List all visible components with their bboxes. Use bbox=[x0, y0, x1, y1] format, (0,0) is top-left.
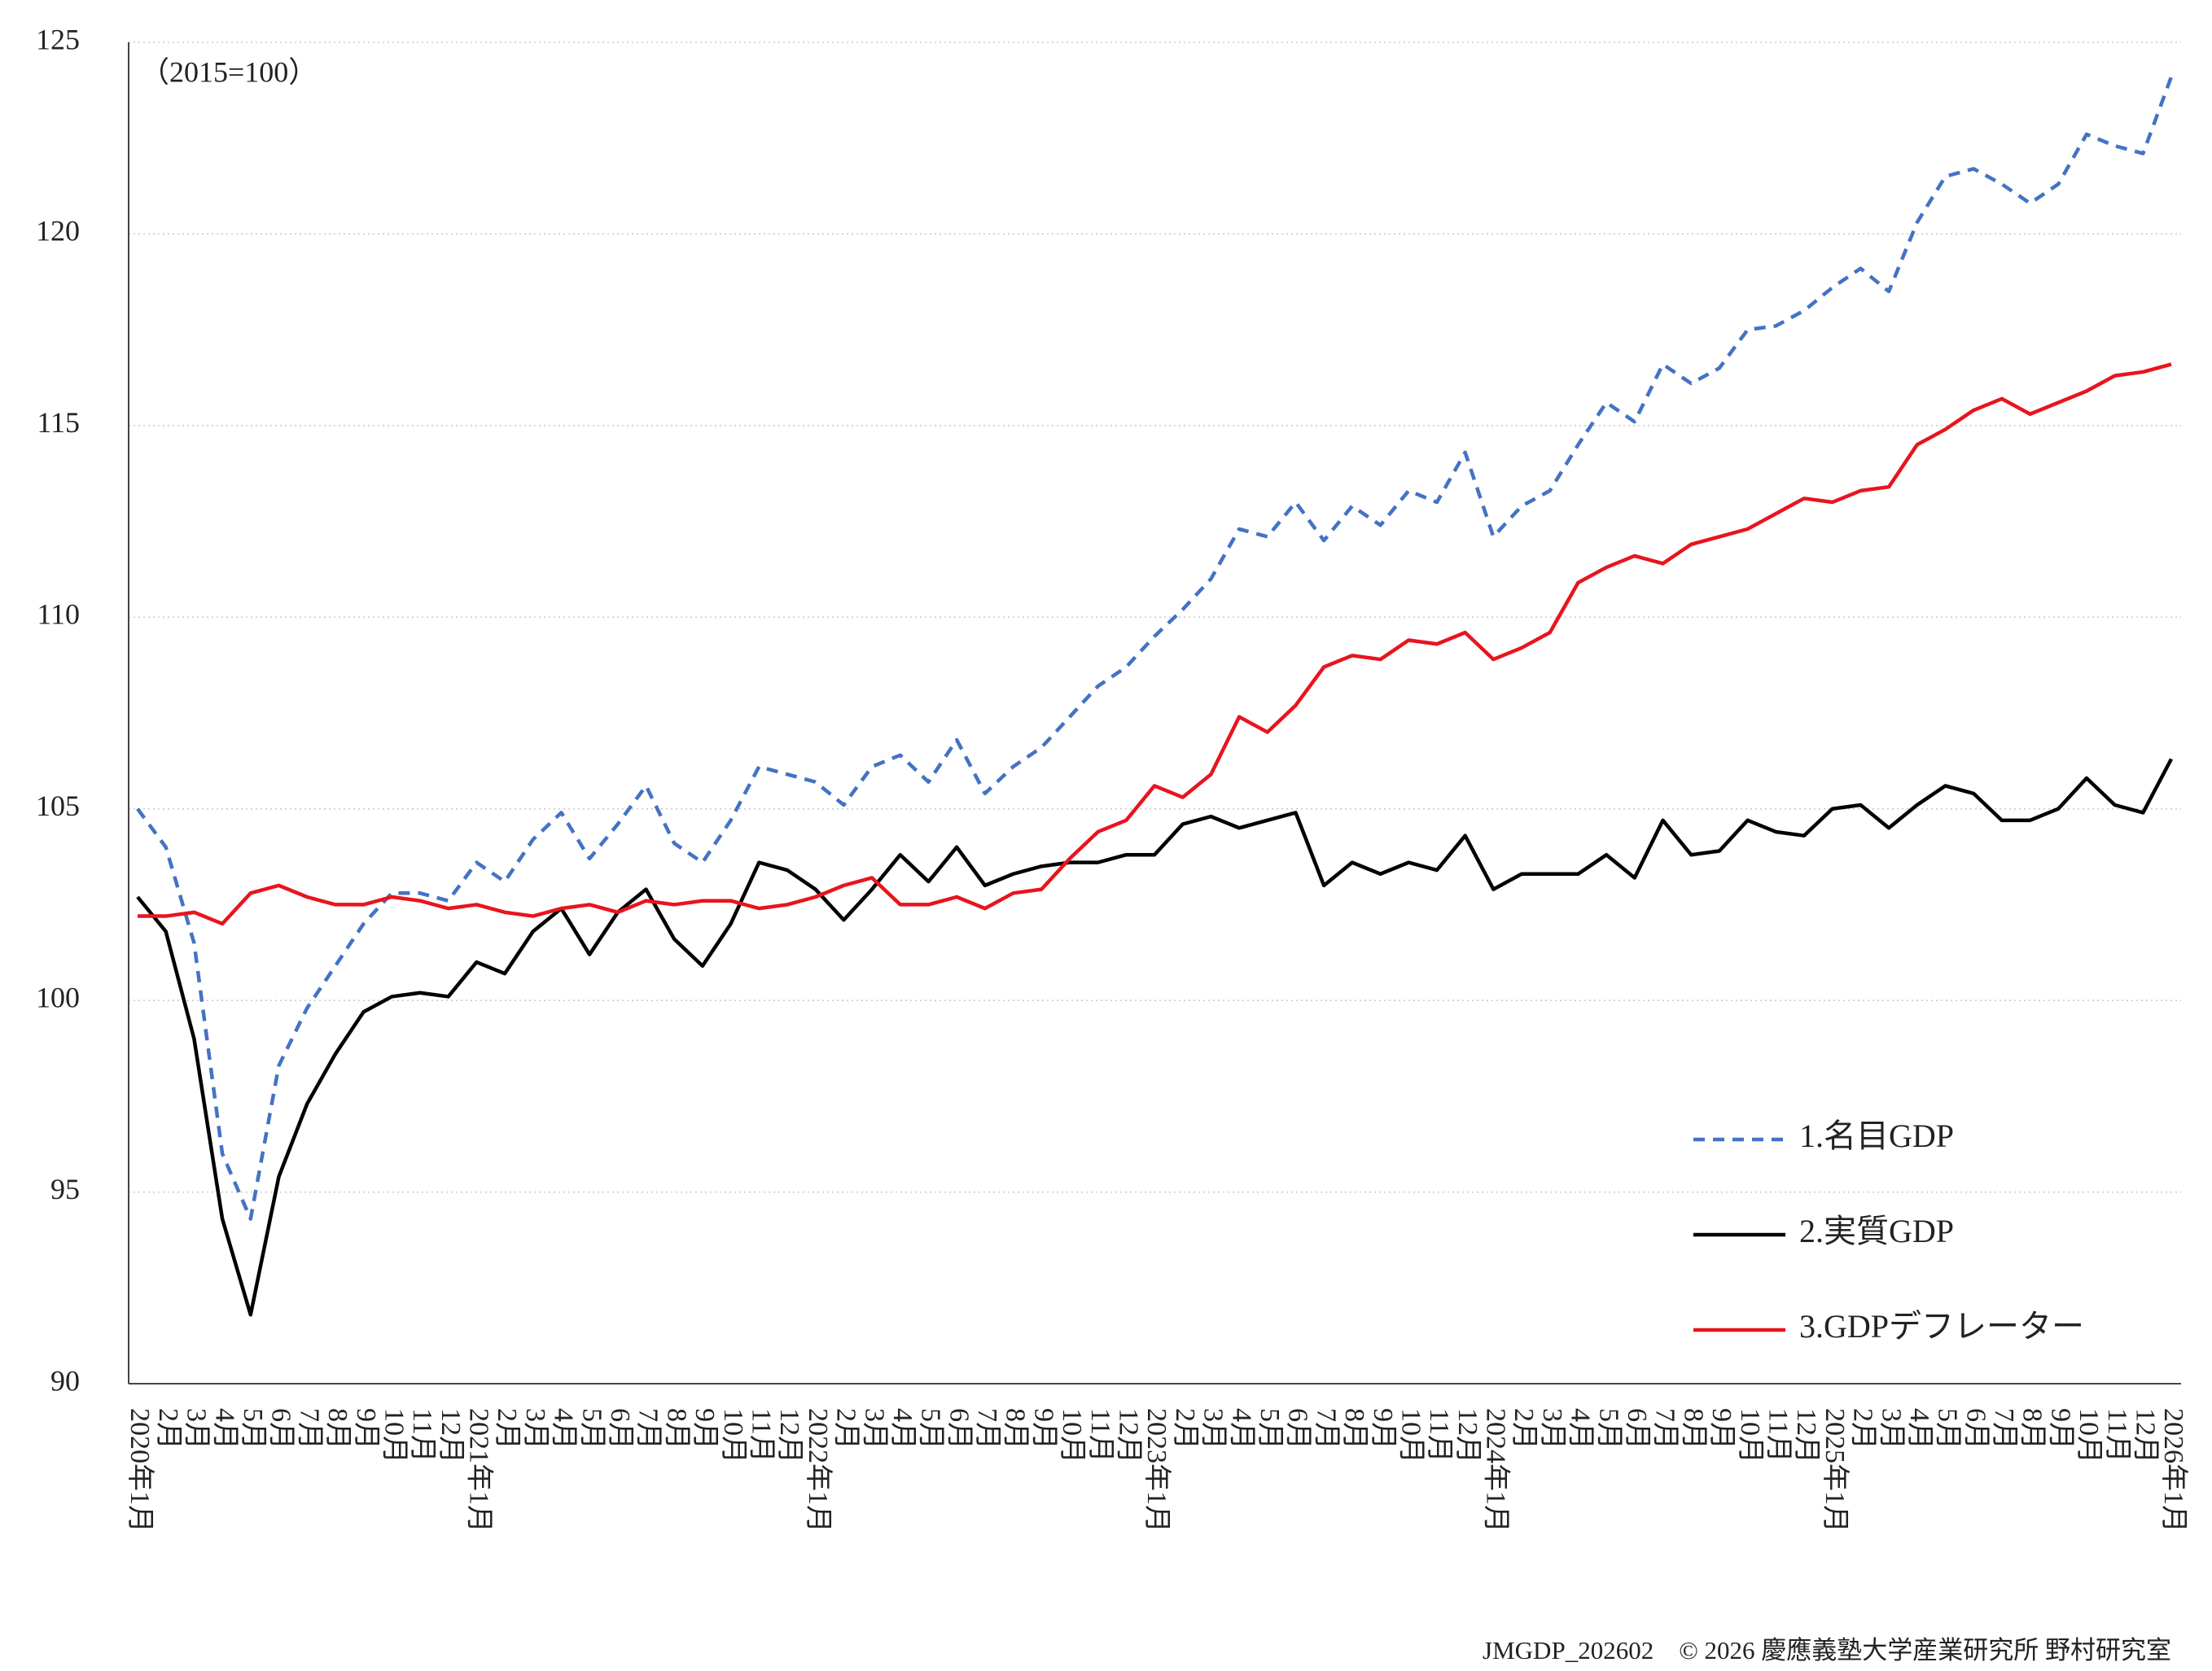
y-tick-label: 125 bbox=[36, 23, 80, 55]
annotation: （2015=100） bbox=[140, 55, 318, 88]
x-tick-label: 8月 bbox=[1001, 1408, 1031, 1450]
x-tick-label: 4月 bbox=[549, 1408, 579, 1450]
x-tick-label: 2022年1月 bbox=[803, 1408, 834, 1533]
x-tick-label: 9月 bbox=[690, 1408, 720, 1450]
x-tick-label: 10月 bbox=[1735, 1408, 1765, 1463]
x-tick-label: 9月 bbox=[1368, 1408, 1398, 1450]
x-tick-label: 2024年1月 bbox=[1481, 1408, 1512, 1533]
x-tick-label: 7月 bbox=[972, 1408, 1002, 1450]
x-tick-label: 2021年1月 bbox=[464, 1408, 495, 1533]
legend-label: 1.名目GDP bbox=[1799, 1118, 1954, 1154]
x-tick-label: 3月 bbox=[1198, 1408, 1229, 1450]
x-tick-label: 3月 bbox=[182, 1408, 212, 1450]
x-tick-label: 8月 bbox=[661, 1408, 691, 1450]
x-tick-label: 6月 bbox=[944, 1408, 974, 1450]
x-tick-label: 6月 bbox=[605, 1408, 635, 1450]
x-tick-label: 5月 bbox=[576, 1408, 607, 1450]
x-tick-label: 7月 bbox=[1311, 1408, 1341, 1450]
x-tick-label: 2月 bbox=[831, 1408, 861, 1450]
x-tick-label: 8月 bbox=[1678, 1408, 1708, 1450]
x-tick-label: 12月 bbox=[1791, 1408, 1821, 1463]
x-tick-label: 5月 bbox=[916, 1408, 946, 1450]
x-tick-label: 2月 bbox=[1170, 1408, 1200, 1450]
x-tick-label: 5月 bbox=[1255, 1408, 1285, 1450]
x-tick-label: 5月 bbox=[1933, 1408, 1963, 1450]
x-tick-label: 12月 bbox=[436, 1408, 466, 1463]
x-tick-label: 11月 bbox=[1424, 1408, 1454, 1463]
x-tick-label: 7月 bbox=[1650, 1408, 1680, 1450]
series-line bbox=[136, 76, 2174, 1221]
y-tick-label: 115 bbox=[37, 406, 80, 439]
x-tick-label: 12月 bbox=[774, 1408, 804, 1463]
x-tick-label: 12月 bbox=[1452, 1408, 1483, 1463]
x-tick-label: 10月 bbox=[718, 1408, 748, 1463]
x-tick-label: 3月 bbox=[1876, 1408, 1906, 1450]
x-tick-label: 5月 bbox=[1593, 1408, 1623, 1450]
x-tick-label: 7月 bbox=[633, 1408, 664, 1450]
x-tick-label: 8月 bbox=[2017, 1408, 2048, 1450]
x-tick-label: 9月 bbox=[1028, 1408, 1058, 1450]
legend-label: 3.GDPデフレーター bbox=[1799, 1308, 2084, 1345]
y-tick-label: 90 bbox=[50, 1364, 80, 1397]
x-tick-label: 2025年1月 bbox=[1820, 1408, 1851, 1533]
footer: JMGDP_202602 © 2026 慶應義塾大学産業研究所 野村研究室 bbox=[1483, 1636, 2171, 1664]
x-tick-label: 2月 bbox=[1509, 1408, 1539, 1450]
x-tick-label: 2月 bbox=[1848, 1408, 1878, 1450]
x-tick-label: 2月 bbox=[153, 1408, 183, 1450]
x-tick-label: 6月 bbox=[1960, 1408, 1991, 1450]
x-tick-label: 4月 bbox=[887, 1408, 918, 1450]
x-tick-label: 4月 bbox=[1566, 1408, 1596, 1450]
x-tick-label: 11月 bbox=[2102, 1408, 2132, 1463]
x-tick-label: 2023年1月 bbox=[1141, 1408, 1172, 1533]
y-tick-label: 110 bbox=[37, 598, 80, 631]
x-tick-label: 10月 bbox=[1057, 1408, 1087, 1463]
x-tick-label: 9月 bbox=[2045, 1408, 2075, 1450]
x-tick-label: 11月 bbox=[1763, 1408, 1793, 1463]
x-tick-label: 9月 bbox=[351, 1408, 381, 1450]
x-tick-label: 2月 bbox=[492, 1408, 522, 1450]
x-tick-label: 6月 bbox=[1622, 1408, 1652, 1450]
y-tick-label: 100 bbox=[36, 981, 80, 1013]
x-tick-label: 2026年1月 bbox=[2158, 1408, 2189, 1533]
x-tick-label: 12月 bbox=[2131, 1408, 2161, 1463]
x-tick-label: 2020年1月 bbox=[125, 1408, 155, 1533]
x-tick-label: 11月 bbox=[1085, 1408, 1115, 1463]
x-tick-label: 7月 bbox=[1989, 1408, 2019, 1450]
x-tick-label: 10月 bbox=[379, 1408, 409, 1463]
x-tick-label: 11月 bbox=[407, 1408, 437, 1463]
x-tick-label: 10月 bbox=[1395, 1408, 1426, 1463]
series-line bbox=[136, 758, 2173, 1317]
series-line bbox=[138, 362, 2172, 926]
y-tick-label: 105 bbox=[36, 790, 80, 822]
x-tick-label: 6月 bbox=[1283, 1408, 1313, 1450]
x-tick-label: 9月 bbox=[1706, 1408, 1737, 1450]
x-tick-label: 4月 bbox=[1226, 1408, 1256, 1450]
x-tick-label: 10月 bbox=[2074, 1408, 2104, 1463]
x-tick-label: 3月 bbox=[1537, 1408, 1567, 1450]
x-tick-label: 12月 bbox=[1114, 1408, 1144, 1463]
x-tick-label: 4月 bbox=[1904, 1408, 1934, 1450]
x-tick-label: 8月 bbox=[322, 1408, 353, 1450]
x-tick-label: 5月 bbox=[238, 1408, 268, 1450]
x-tick-label: 4月 bbox=[209, 1408, 239, 1450]
x-tick-label: 6月 bbox=[266, 1408, 296, 1450]
y-tick-label: 95 bbox=[50, 1173, 80, 1205]
x-tick-label: 3月 bbox=[520, 1408, 550, 1450]
legend-label: 2.実質GDP bbox=[1799, 1213, 1954, 1249]
x-tick-label: 3月 bbox=[859, 1408, 889, 1450]
x-tick-label: 7月 bbox=[294, 1408, 324, 1450]
x-tick-label: 11月 bbox=[746, 1408, 776, 1463]
y-tick-label: 120 bbox=[36, 215, 80, 247]
x-tick-label: 8月 bbox=[1339, 1408, 1369, 1450]
